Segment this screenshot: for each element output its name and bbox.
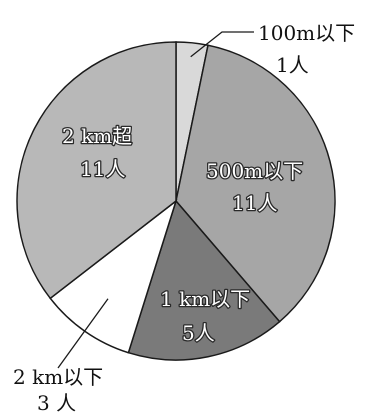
pie-slices xyxy=(16,41,336,361)
label-500m-name: 500m以下 xyxy=(206,159,303,183)
label-1km-name: 1 km以下 xyxy=(160,287,250,311)
label-100m-count: 1人 xyxy=(276,53,309,77)
label-100m-name: 100m以下 xyxy=(258,21,355,45)
leader-line-100m xyxy=(190,31,254,58)
label-1km-count: 5人 xyxy=(182,321,215,345)
pie-slice-4 xyxy=(16,41,177,300)
label-leader-lines xyxy=(57,31,254,369)
label-2km-over-name: 2 km超 xyxy=(62,124,132,148)
pie-slice-3 xyxy=(49,198,178,354)
pie-slice-1 xyxy=(175,44,336,323)
label-500m-count: 11人 xyxy=(232,191,277,215)
pie-slice-2 xyxy=(127,199,281,361)
label-2km-under-name: 2 km以下 xyxy=(13,365,103,389)
label-2km-over-count: 11人 xyxy=(80,157,125,181)
label-2km-under-count: 3 人 xyxy=(37,391,76,414)
leader-line-2km-under xyxy=(57,298,109,369)
